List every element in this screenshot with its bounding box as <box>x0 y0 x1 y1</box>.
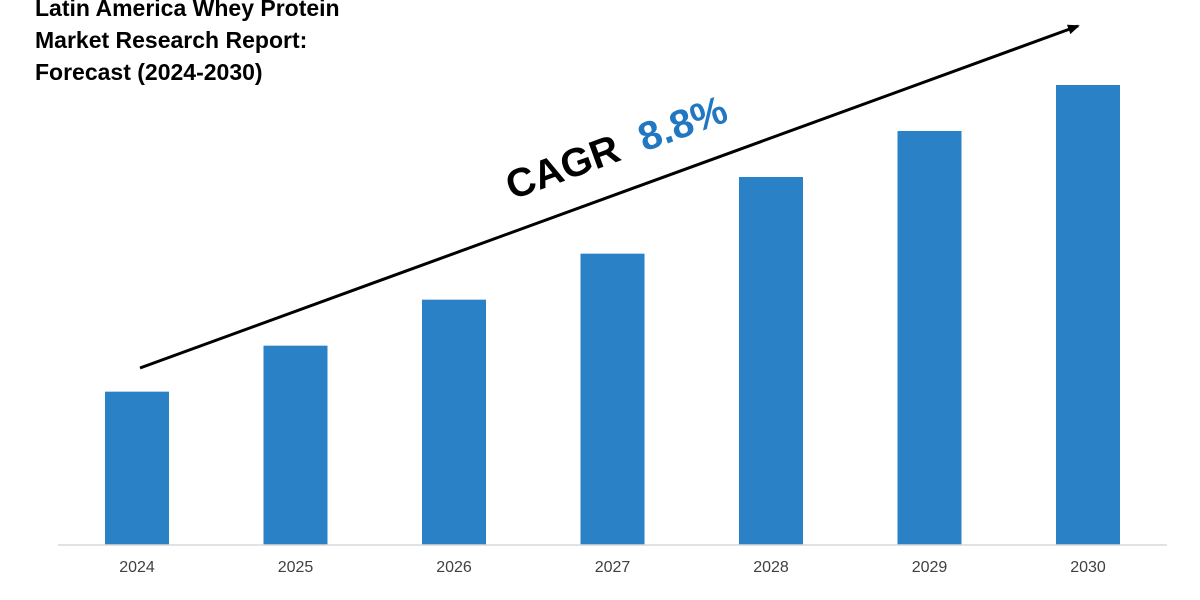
bar-2030 <box>1056 85 1120 545</box>
x-tick-labels: 2024 2025 2026 2027 2028 2029 2030 <box>119 559 1106 576</box>
chart-title: Latin America Whey Protein Market Resear… <box>35 0 340 88</box>
chart-title-line-3: Forecast (2024-2030) <box>35 59 263 85</box>
x-tick-label-2030: 2030 <box>1070 559 1106 576</box>
trend-arrow <box>139 24 1080 370</box>
bar-2028 <box>739 177 803 545</box>
x-tick-label-2028: 2028 <box>753 559 789 576</box>
x-tick-label-2025: 2025 <box>278 559 314 576</box>
chart-title-line-1: Latin America Whey Protein <box>35 0 340 21</box>
bar-2029 <box>897 131 962 545</box>
chart-title-line-2: Market Research Report: <box>35 27 308 53</box>
bars-group <box>105 85 1120 545</box>
bar-2026 <box>422 299 486 545</box>
x-tick-label-2026: 2026 <box>436 559 472 576</box>
bar-2024 <box>105 391 169 545</box>
cagr-annotation: CAGR 8.8% <box>500 88 733 209</box>
bar-2025 <box>263 345 328 545</box>
cagr-value: 8.8% <box>632 88 733 161</box>
x-tick-label-2027: 2027 <box>595 559 631 576</box>
x-tick-label-2029: 2029 <box>912 559 948 576</box>
x-tick-label-2024: 2024 <box>119 559 155 576</box>
bar-2027 <box>580 253 645 545</box>
